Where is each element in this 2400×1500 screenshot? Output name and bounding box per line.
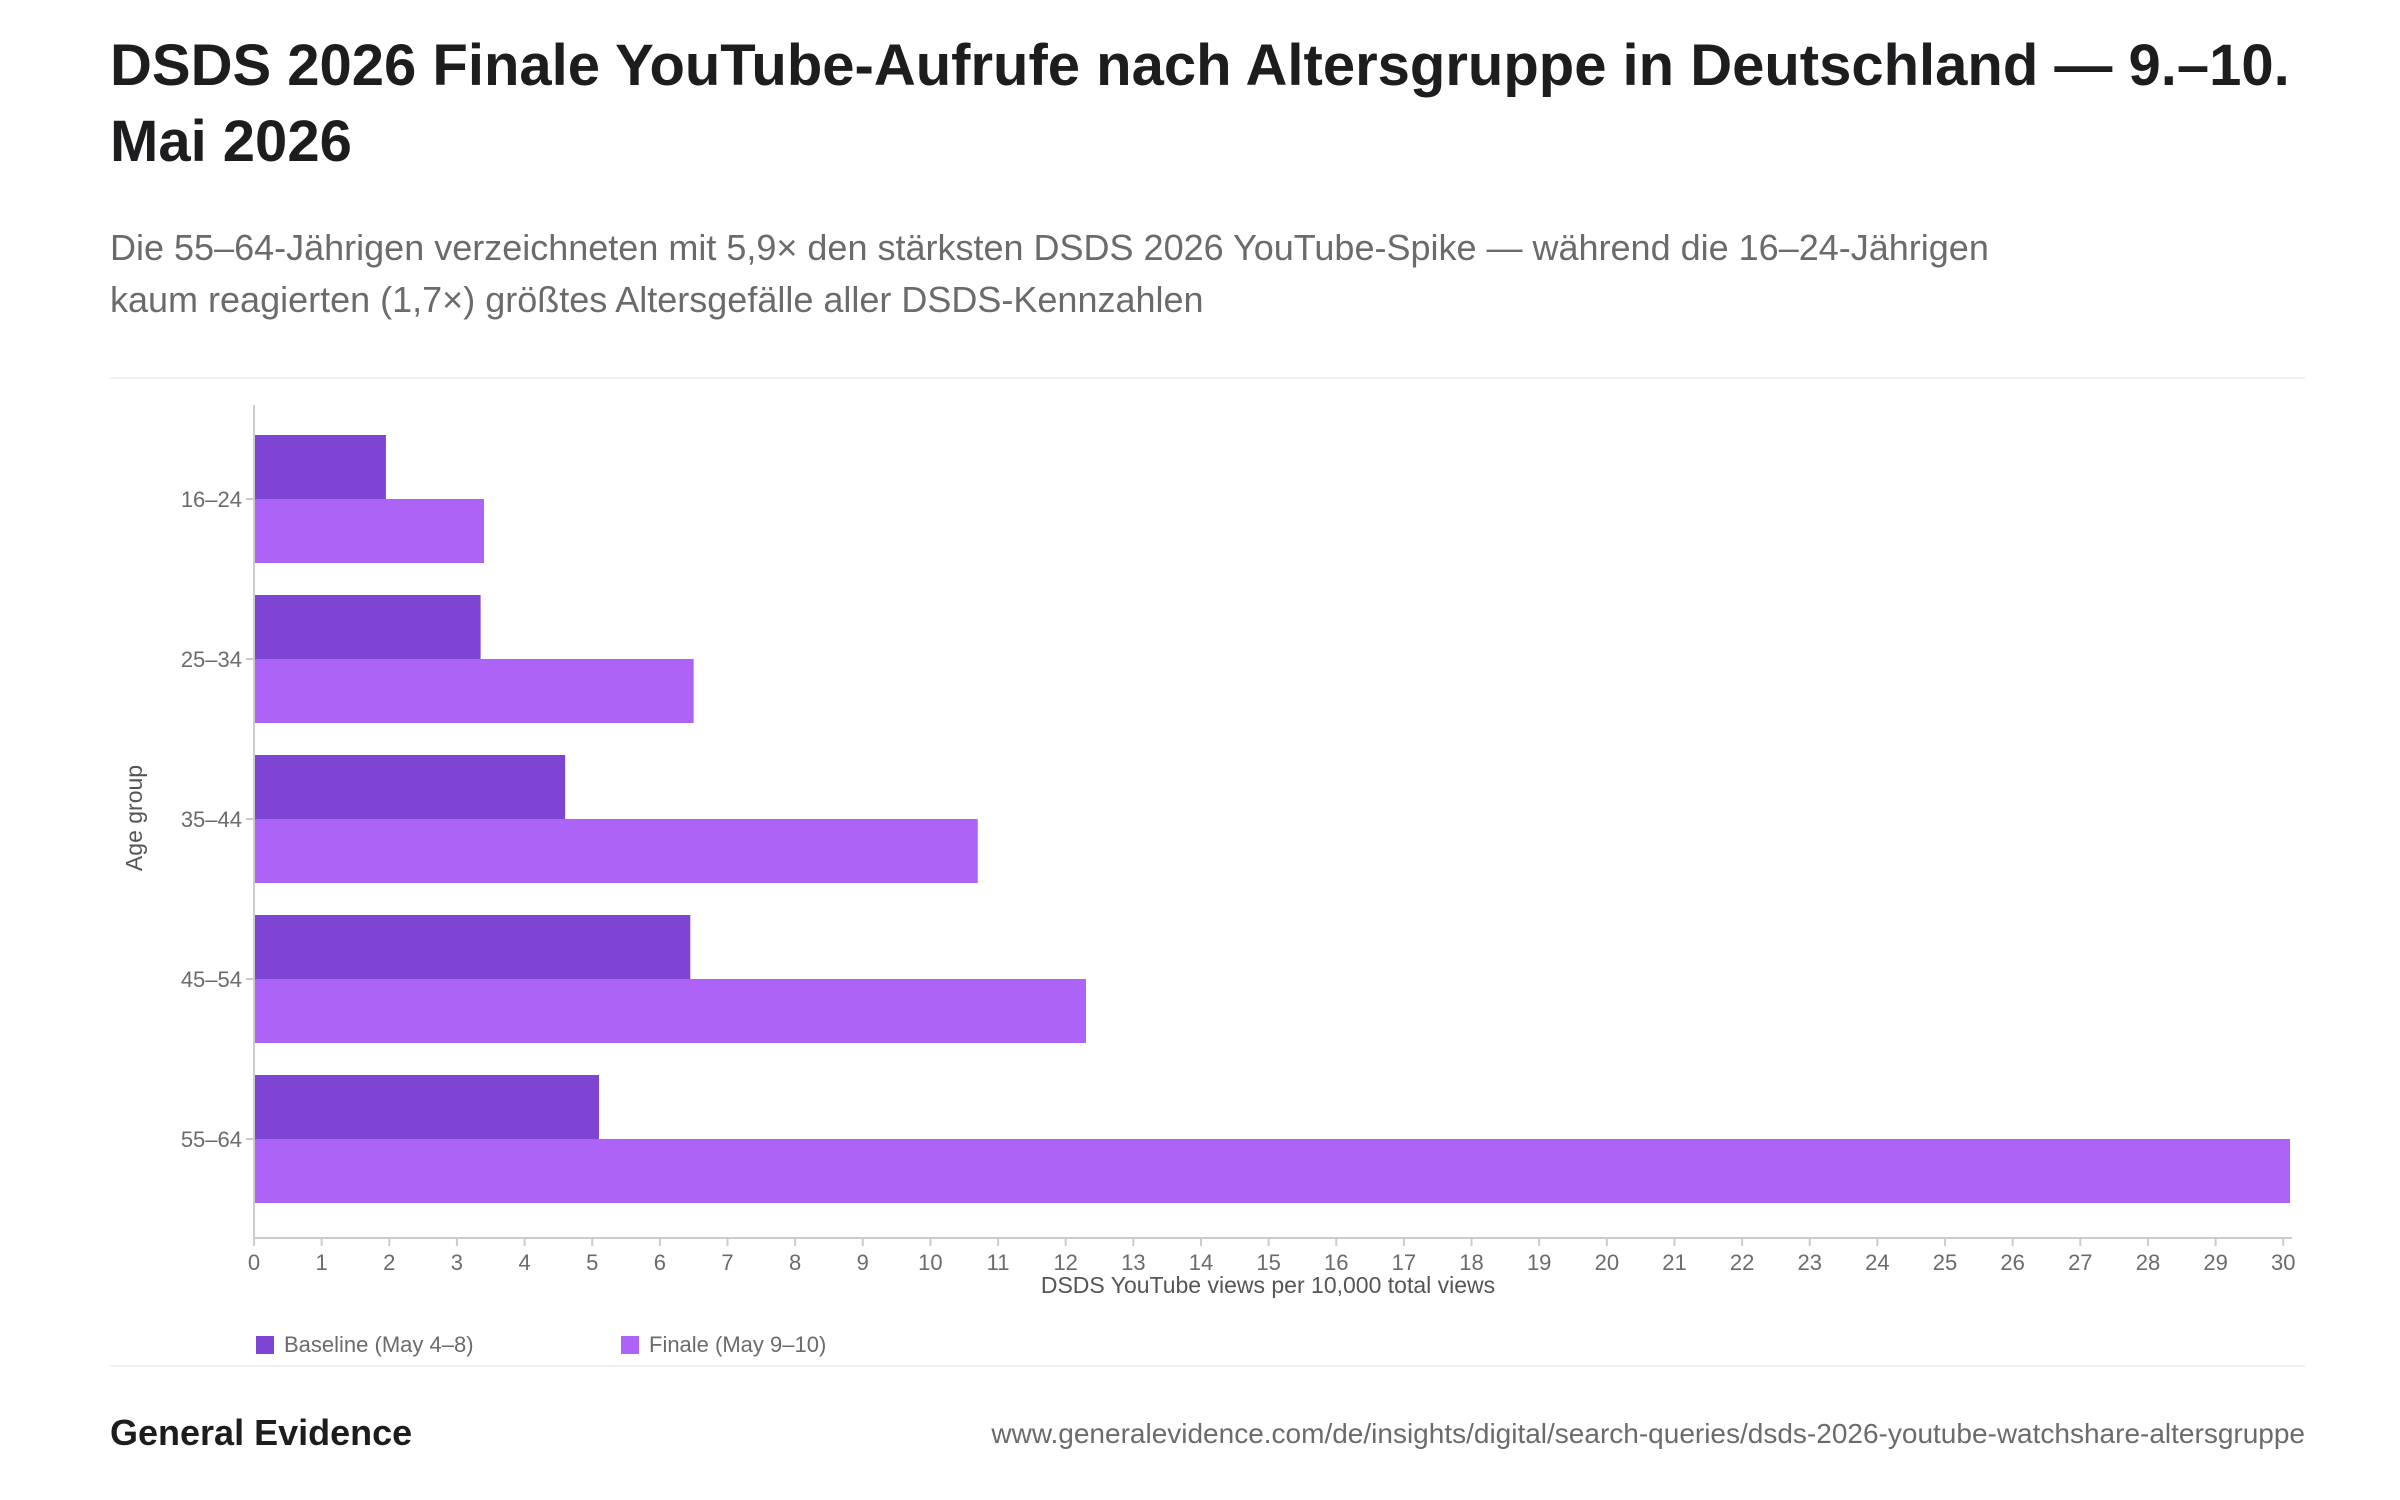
bar-baseline-2 [254,755,566,819]
x-tick-label: 12 [1053,1250,1077,1275]
bar-baseline-3 [254,915,691,979]
legend-swatch-baseline [256,1336,274,1354]
header-divider [110,377,2305,379]
legend-label-baseline: Baseline (May 4–8) [284,1332,474,1357]
legend-label-finale: Finale (May 9–10) [649,1332,827,1357]
chart-subtitle: Die 55–64-Jährigen verzeichneten mit 5,9… [110,227,1989,320]
bar-finale-2 [254,819,978,883]
x-tick-label: 21 [1662,1250,1686,1275]
y-tick-label: 25–34 [181,647,242,672]
x-tick-label: 11 [987,1250,1010,1275]
x-tick-label: 6 [654,1250,666,1275]
x-tick-label: 0 [248,1250,260,1275]
bar-baseline-0 [254,435,386,499]
footer-divider [110,1365,2305,1367]
source-url[interactable]: www.generalevidence.com/de/insights/digi… [991,1418,2305,1449]
bar-finale-4 [254,1139,2290,1203]
x-tick-label: 3 [451,1250,463,1275]
x-tick-label: 1 [316,1250,328,1275]
y-axis-label: Age group [121,765,147,871]
x-tick-label: 8 [789,1250,801,1275]
x-tick-label: 16 [1324,1250,1348,1275]
bar-baseline-1 [254,595,481,659]
x-tick-label: 26 [2000,1250,2024,1275]
x-tick-label: 23 [1798,1250,1822,1275]
chart-title: DSDS 2026 Finale YouTube-Aufrufe nach Al… [110,33,2290,174]
x-tick-label: 5 [586,1250,598,1275]
x-tick-label: 15 [1256,1250,1280,1275]
x-tick-label: 18 [1459,1250,1483,1275]
y-tick-label: 45–54 [181,967,242,992]
x-tick-label: 25 [1933,1250,1957,1275]
x-tick-label: 9 [857,1250,869,1275]
y-axis: 16–24 25–34 35–44 45–54 55–64 [181,405,255,1238]
x-tick-label: 28 [2136,1250,2160,1275]
bar-finale-1 [254,659,694,723]
bar-baseline-4 [254,1075,599,1139]
x-tick-label: 13 [1121,1250,1145,1275]
x-tick-label: 27 [2068,1250,2092,1275]
y-tick-label: 55–64 [181,1127,242,1152]
x-tick-label: 2 [383,1250,395,1275]
y-tick-label: 16–24 [181,487,242,512]
x-tick-label: 22 [1730,1250,1754,1275]
x-tick-label: 7 [721,1250,733,1275]
bar-finale-0 [254,499,484,563]
x-tick-label: 4 [518,1250,530,1275]
legend-swatch-finale [621,1336,639,1354]
x-tick-label: 17 [1392,1250,1416,1275]
x-tick-label: 14 [1189,1250,1213,1275]
x-tick-label: 19 [1527,1250,1551,1275]
x-tick-label: 10 [918,1250,942,1275]
x-axis: 0 1 2 3 4 5 6 7 8 9 10 11 12 13 14 15 16 17 18 19 20 21 22 23 24… [248,1237,2295,1275]
bar-finale-3 [254,979,1086,1043]
x-axis-label: DSDS YouTube views per 10,000 total view… [1041,1272,1495,1298]
x-tick-label: 30 [2271,1250,2295,1275]
legend-item-baseline: Baseline (May 4–8) [256,1330,474,1360]
brand-name: General Evidence [110,1412,413,1453]
legend-item-finale: Finale (May 9–10) [621,1330,826,1360]
x-tick-label: 29 [2203,1250,2227,1275]
x-tick-label: 24 [1865,1250,1889,1275]
y-tick-label: 35–44 [181,807,242,832]
bars-group [254,435,2290,1203]
x-tick-label: 20 [1595,1250,1619,1275]
